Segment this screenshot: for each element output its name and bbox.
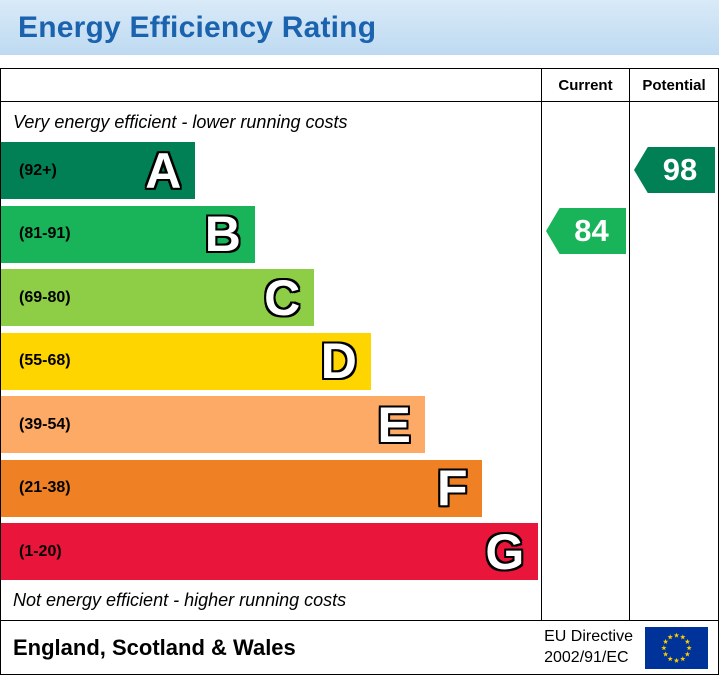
band-letter: G xyxy=(485,523,525,580)
band-range-label: (69-80) xyxy=(19,288,71,306)
epc-band-c: (69-80) C xyxy=(1,269,315,326)
band-letter: F xyxy=(437,460,468,516)
band-letter: B xyxy=(204,206,241,262)
band-range-label: (81-91) xyxy=(19,225,71,242)
column-header-potential: Potential xyxy=(629,69,718,101)
region-label: England, Scotland & Wales xyxy=(13,634,296,660)
potential-rating-arrow: 98 xyxy=(634,147,715,193)
top-note: Very energy efficient - lower running co… xyxy=(13,111,348,132)
epc-band-a: (92+) A xyxy=(1,142,196,199)
column-header-row: Current Potential xyxy=(1,69,718,102)
band-range-label: (55-68) xyxy=(19,352,71,369)
current-rating-value: 84 xyxy=(574,213,609,248)
chart-body: Very energy efficient - lower running co… xyxy=(1,102,718,620)
bands-area: Very energy efficient - lower running co… xyxy=(1,102,541,620)
bands-list: (92+) A (81-91) B (69-80) C (55-68) D xyxy=(1,142,541,580)
band-letter: C xyxy=(264,269,301,326)
eu-flag-icon xyxy=(645,626,708,669)
current-rating-arrow: 84 xyxy=(546,208,626,254)
current-column: 84 xyxy=(541,102,629,620)
band-range-label: (92+) xyxy=(19,161,57,179)
footer: England, Scotland & Wales EU Directive 2… xyxy=(1,620,718,674)
band-range-label: (1-20) xyxy=(19,542,62,560)
potential-rating-value: 98 xyxy=(662,152,698,187)
band-letter: E xyxy=(377,396,411,453)
epc-band-b: (81-91) B xyxy=(1,205,255,263)
epc-band-g: (1-20) G xyxy=(1,523,539,580)
band-letter: A xyxy=(145,142,182,199)
column-header-spacer xyxy=(1,69,541,101)
epc-band-e: (39-54) E xyxy=(1,396,425,453)
potential-column: 98 xyxy=(629,102,718,620)
band-range-label: (39-54) xyxy=(19,415,71,433)
eu-directive-label: EU Directive 2002/91/EC xyxy=(544,627,633,669)
eu-directive-line1: EU Directive xyxy=(544,627,633,645)
band-range-label: (21-38) xyxy=(19,479,71,496)
title-bar: Energy Efficiency Rating xyxy=(0,0,719,55)
column-header-current: Current xyxy=(541,69,629,101)
band-letter: D xyxy=(320,333,357,389)
epc-band-f: (21-38) F xyxy=(1,459,482,517)
eu-directive-line2: 2002/91/EC xyxy=(544,648,629,666)
epc-chart: Current Potential Very energy efficient … xyxy=(0,68,719,675)
epc-band-d: (55-68) D xyxy=(1,332,371,390)
bottom-note: Not energy efficient - higher running co… xyxy=(13,589,347,610)
page-title: Energy Efficiency Rating xyxy=(18,10,377,44)
